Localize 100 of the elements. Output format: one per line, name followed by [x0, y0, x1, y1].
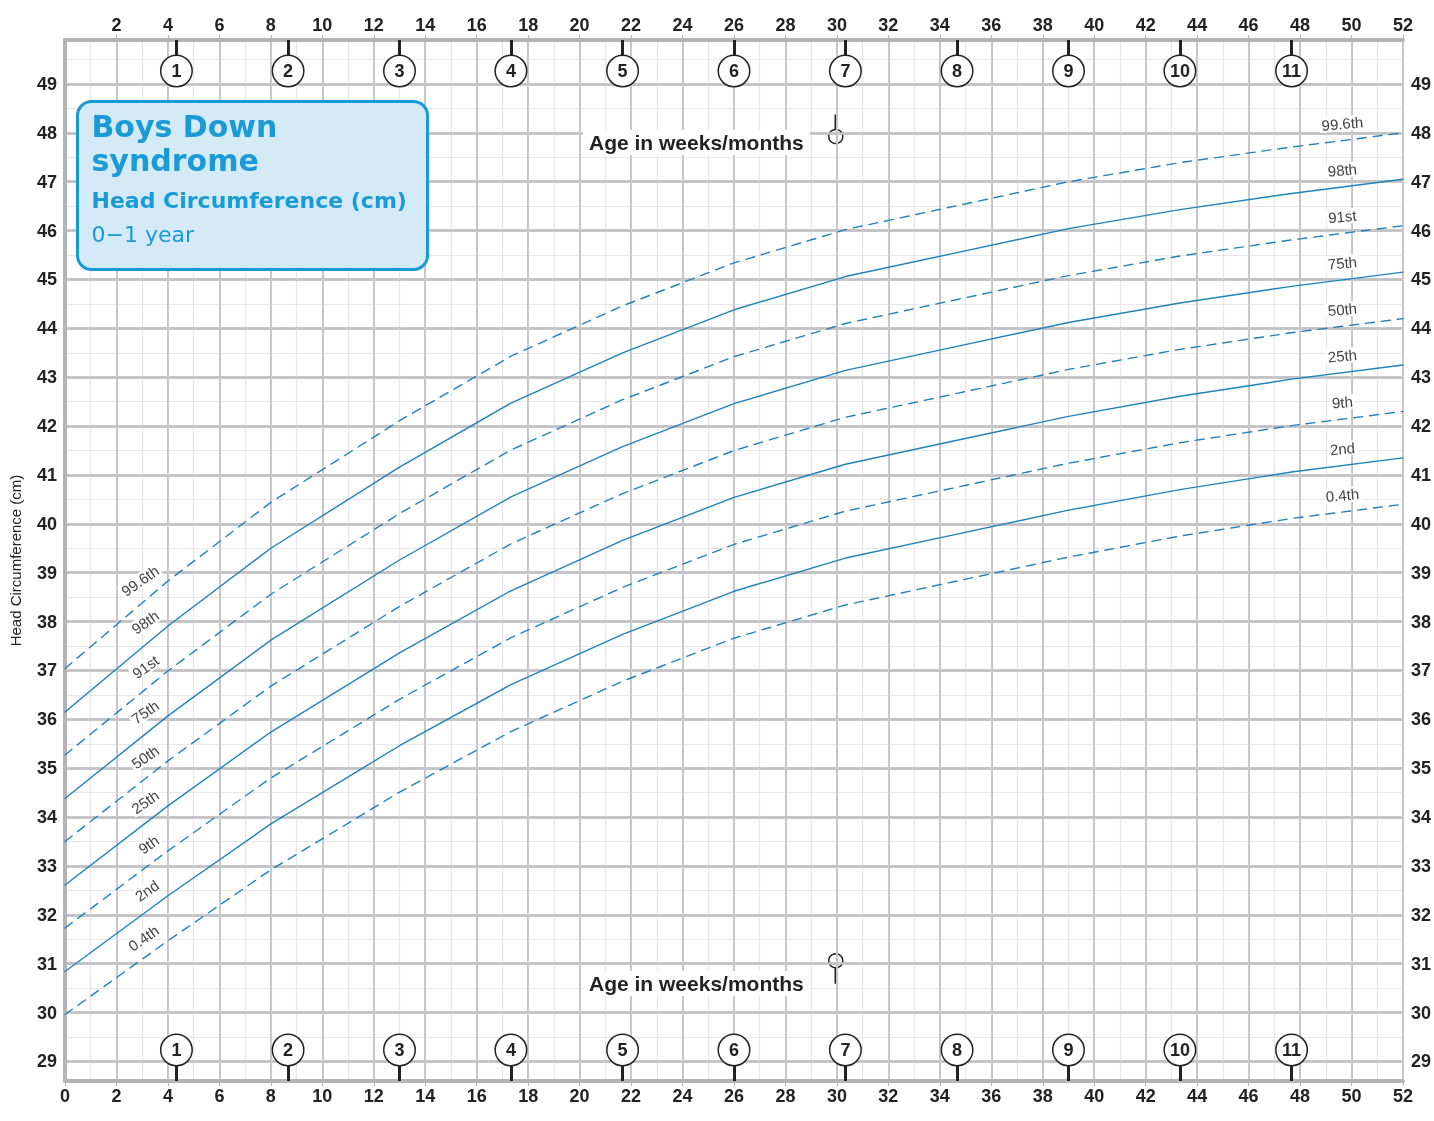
- text: 8: [952, 61, 963, 81]
- y-tick-label: 46: [36, 220, 57, 241]
- y-tick-label: 39: [36, 562, 57, 583]
- y-tick-label: 45: [36, 269, 57, 290]
- x-tick-label: 0: [59, 1086, 71, 1106]
- text: 91st: [129, 651, 163, 682]
- y-axis-title: Head Circumference (cm): [7, 474, 24, 647]
- text: 98th: [128, 606, 162, 638]
- text: 10: [1169, 61, 1190, 81]
- x-tick-label: 52: [1392, 1086, 1413, 1106]
- x-tick-label: 40: [1084, 1086, 1105, 1106]
- y-tick-label: 31: [36, 953, 57, 974]
- x2-tick-label: 30: [826, 15, 847, 35]
- y-tick-label: 44: [36, 318, 57, 339]
- series-label: 99.6th: [1320, 113, 1364, 134]
- text: 25th: [128, 786, 162, 818]
- x2-tick-label: 50: [1341, 15, 1362, 35]
- text: 2nd: [131, 876, 162, 905]
- y-tick-label: 49: [36, 73, 57, 94]
- series-label: 0.4th: [1325, 485, 1360, 505]
- x-axis-title: Age in weeks/months: [589, 131, 804, 154]
- x-tick-label: 36: [981, 1086, 1002, 1106]
- x-tick-label: 28: [775, 1086, 796, 1106]
- text: 2: [283, 61, 294, 81]
- x2-axis-title: Age in weeks/months: [589, 972, 804, 995]
- x2-tick-label: 34: [929, 15, 950, 35]
- x2-tick-label: 52: [1392, 15, 1413, 35]
- y2-tick-label: 34: [1410, 807, 1432, 828]
- x2-tick-label: 36: [981, 15, 1002, 35]
- text: 50th: [128, 741, 162, 773]
- y-tick-label: 30: [36, 1002, 57, 1023]
- x-tick-label: 16: [466, 1086, 487, 1106]
- x-tick-label: 6: [214, 1086, 225, 1106]
- x2-tick-label: 12: [363, 15, 384, 35]
- x2-tick-label: 14: [415, 15, 436, 35]
- x-tick-label: 38: [1032, 1086, 1053, 1106]
- x2-tick-label: 22: [621, 15, 642, 35]
- x2-tick-label: 28: [775, 15, 796, 35]
- x2-tick-label: 16: [466, 15, 487, 35]
- y-tick-label: 40: [36, 513, 57, 534]
- annotation: 5: [617, 1040, 628, 1060]
- y2-tick-label: 39: [1410, 562, 1432, 583]
- x2-tick-label: 18: [518, 15, 539, 35]
- annotation: 2: [283, 1040, 294, 1060]
- x-tick-label: 34: [929, 1086, 950, 1106]
- text: 9th: [135, 831, 162, 858]
- x2-tick-label: 6: [214, 15, 225, 35]
- text: 2nd: [1329, 439, 1356, 459]
- annotation: 0−1 year: [91, 222, 195, 247]
- text: 9th: [1331, 392, 1354, 412]
- x2-tick-label: 42: [1135, 15, 1156, 35]
- text: 75th: [1327, 253, 1358, 273]
- x2-tick-label: 48: [1290, 15, 1311, 35]
- x-tick-label: 26: [723, 1086, 744, 1106]
- x-tick-label: 44: [1187, 1086, 1208, 1106]
- y2-tick-label: 38: [1410, 611, 1432, 632]
- text: 11: [1282, 61, 1302, 81]
- x2-tick-label: 4: [162, 15, 173, 35]
- annotation: 8: [952, 1040, 963, 1060]
- text: Boys Down syndrome: [91, 109, 288, 178]
- y2-tick-label: 48: [1410, 122, 1432, 143]
- y2-tick-label: 44: [1410, 318, 1432, 339]
- x-tick-label: 14: [415, 1086, 436, 1106]
- y2-tick-label: 35: [1410, 758, 1432, 779]
- annotation: 7: [840, 1040, 851, 1060]
- x-tick-label: 8: [265, 1086, 276, 1106]
- x-tick-label: 30: [826, 1086, 847, 1106]
- x2-tick-label: 44: [1187, 15, 1208, 35]
- y-tick-label: 35: [36, 758, 57, 779]
- y2-tick-label: 31: [1410, 953, 1432, 974]
- x-tick-label: 2: [111, 1086, 122, 1106]
- y2-tick-label: 47: [1410, 171, 1432, 192]
- text: 4: [505, 61, 516, 81]
- line-series: [64, 410, 1404, 929]
- x-tick-label: 46: [1238, 1086, 1259, 1106]
- annotation: 6: [728, 1040, 739, 1060]
- y-tick-label: 34: [36, 807, 57, 828]
- x2-tick-label: 38: [1032, 15, 1053, 35]
- y-tick-label: 36: [36, 709, 57, 730]
- annotation: 3: [394, 1040, 405, 1060]
- annotation: 10: [1169, 1040, 1190, 1060]
- y2-tick-label: 32: [1410, 904, 1432, 925]
- x-tick-label: 10: [312, 1086, 333, 1106]
- text: Head Circumference (cm): [91, 188, 407, 213]
- text: 75th: [128, 696, 162, 728]
- x2-tick-label: 46: [1238, 15, 1259, 35]
- y2-tick-label: 37: [1410, 660, 1432, 681]
- text: 0.4th: [124, 921, 162, 955]
- x2-tick-label: 10: [312, 15, 333, 35]
- y-tick-label: 33: [36, 855, 57, 876]
- x2-tick-label: 26: [723, 15, 744, 35]
- text: 91st: [1327, 206, 1358, 227]
- y-tick-label: 37: [36, 660, 57, 681]
- y-tick-label: 42: [36, 416, 57, 437]
- y2-tick-label: 41: [1410, 464, 1432, 485]
- y-tick-label: 47: [36, 171, 57, 192]
- text: 9: [1063, 61, 1074, 81]
- x2-tick-label: 32: [878, 15, 899, 35]
- y-tick-label: 43: [36, 367, 57, 388]
- x-tick-label: 24: [672, 1086, 693, 1106]
